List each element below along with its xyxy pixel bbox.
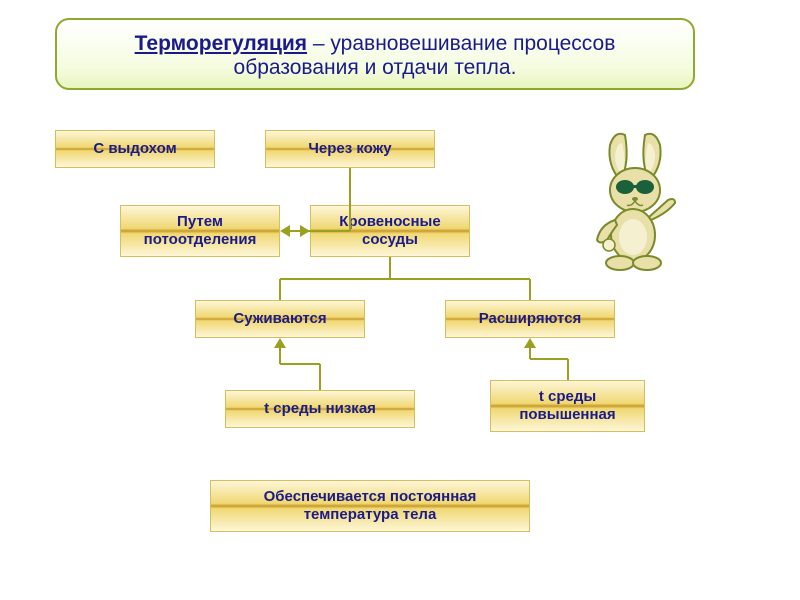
node-widen: Расширяются bbox=[445, 300, 615, 338]
node-result: Обеспечивается постоянная температура те… bbox=[210, 480, 530, 532]
node-sweat: Путем потоотделения bbox=[120, 205, 280, 257]
node-skin: Через кожу bbox=[265, 130, 435, 168]
node-thigh-label: t среды повышенная bbox=[499, 388, 636, 424]
node-sweat-label: Путем потоотделения bbox=[129, 213, 271, 249]
rabbit-mascot-icon bbox=[575, 125, 695, 280]
node-widen-label: Расширяются bbox=[479, 310, 582, 328]
node-narrow: Суживаются bbox=[195, 300, 365, 338]
title-term: Терморегуляция bbox=[135, 32, 307, 55]
node-thigh: t среды повышенная bbox=[490, 380, 645, 432]
node-narrow-label: Суживаются bbox=[233, 310, 326, 328]
node-skin-label: Через кожу bbox=[308, 140, 391, 158]
title-definition: Терморегуляция – уравновешивание процесс… bbox=[55, 18, 695, 90]
node-result-label: Обеспечивается постоянная температура те… bbox=[219, 488, 521, 524]
node-exhale-label: С выдохом bbox=[93, 140, 176, 158]
node-tlow: t среды низкая bbox=[225, 390, 415, 428]
node-tlow-label: t среды низкая bbox=[264, 400, 376, 418]
node-exhale: С выдохом bbox=[55, 130, 215, 168]
